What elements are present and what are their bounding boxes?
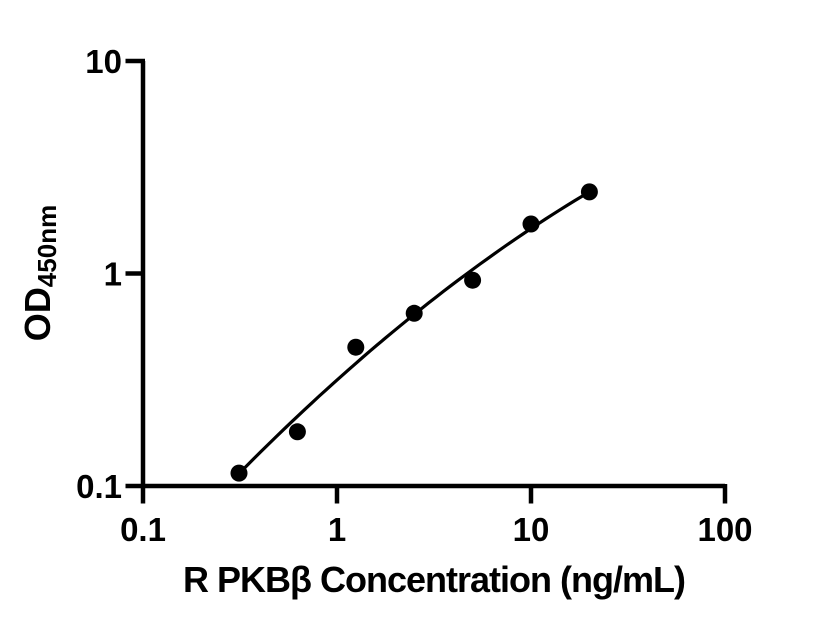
axes xyxy=(140,61,725,489)
x-axis-ticks xyxy=(140,484,728,504)
y-tick-label: 1 xyxy=(104,256,122,293)
x-tick-label: 1 xyxy=(328,511,346,548)
data-point xyxy=(288,423,306,441)
x-tick-label: 0.1 xyxy=(120,511,166,548)
data-point xyxy=(464,271,482,289)
data-point xyxy=(580,183,598,201)
y-tick-label: 0.1 xyxy=(76,468,122,505)
data-point xyxy=(230,464,248,482)
data-point xyxy=(347,338,365,356)
y-axis-title: OD450nm xyxy=(17,205,62,341)
y-axis-title-main: OD xyxy=(17,287,58,341)
y-tick-label: 10 xyxy=(85,43,122,80)
data-points xyxy=(230,183,598,482)
data-point xyxy=(522,215,540,233)
axis-spines xyxy=(140,61,725,489)
x-tick-label: 100 xyxy=(697,511,752,548)
y-axis-ticks xyxy=(125,58,145,489)
data-point xyxy=(405,304,423,322)
x-tick-label: 10 xyxy=(513,511,550,548)
x-axis-title: R PKBβ Concentration (ng/mL) xyxy=(183,559,685,600)
y-axis-tick-labels: 0.1 1 10 xyxy=(76,43,122,505)
x-axis-tick-labels: 0.1 1 10 100 xyxy=(120,511,752,548)
y-axis-title-subscript: 450nm xyxy=(32,205,62,287)
